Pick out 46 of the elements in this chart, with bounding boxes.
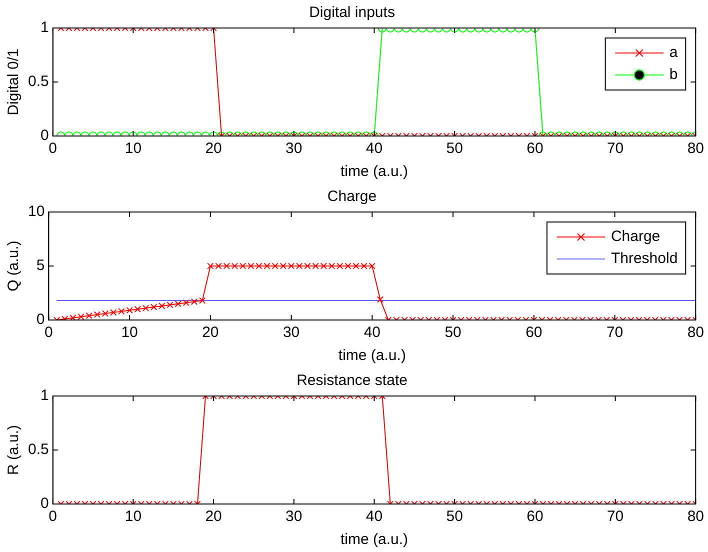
x-tick-label: 20	[205, 508, 222, 526]
y-tick-label: 5	[36, 257, 45, 274]
x-axis-title: time (a.u.)	[340, 531, 408, 548]
x-tick-label: 20	[205, 140, 222, 158]
x-tick-label: 40	[366, 140, 383, 158]
x-tick-label: 50	[446, 140, 463, 158]
y-tick-label: 0	[40, 127, 49, 144]
x-tick-label: 50	[446, 508, 463, 526]
x-tick-label: 60	[526, 140, 544, 158]
x-tick-label: 30	[286, 508, 302, 526]
y-tick-label: 0.5	[28, 73, 49, 90]
x-tick-label: 30	[282, 324, 300, 342]
x-tick-label: 70	[606, 508, 624, 526]
x-tick-label: 10	[124, 508, 142, 526]
x-tick-label: 20	[202, 324, 219, 342]
x-tick-label: 40	[366, 508, 383, 526]
y-axis-title: Digital 0/1	[5, 48, 22, 116]
x-tick-label: 30	[286, 140, 302, 158]
x-tick-label: 80	[687, 324, 704, 342]
x-tick-label: 10	[121, 324, 138, 342]
legend-label: a	[669, 44, 678, 62]
chart-title: Resistance state	[296, 372, 408, 390]
y-tick-label: 0.5	[28, 441, 49, 458]
y-tick-label: 10	[28, 203, 45, 220]
x-tick-label: 70	[606, 140, 624, 158]
x-tick-label: 80	[687, 140, 704, 158]
x-tick-label: 70	[606, 324, 624, 342]
y-tick-label: 1	[40, 19, 49, 36]
y-axis-title: R (a.u.)	[5, 424, 22, 476]
x-tick-label: 50	[444, 324, 462, 342]
x-tick-label: 40	[364, 324, 381, 342]
legend-label: b	[669, 66, 678, 84]
legend-label: Charge	[610, 228, 660, 246]
y-tick-label: 0	[36, 311, 45, 328]
x-tick-label: 80	[687, 508, 704, 526]
y-axis-title: Q (a.u.)	[5, 240, 22, 292]
y-tick-label: 0	[40, 495, 49, 512]
x-tick-label: 60	[526, 508, 544, 526]
chart-title: Charge	[327, 188, 377, 206]
x-axis-title: time (a.u.)	[340, 163, 408, 180]
x-tick-label: 60	[526, 324, 542, 342]
x-tick-label: 10	[124, 140, 142, 158]
chart-title: Digital inputs	[309, 4, 395, 22]
y-tick-label: 1	[40, 387, 49, 404]
legend-label: Threshold	[610, 250, 678, 268]
x-axis-title: time (a.u.)	[338, 347, 406, 364]
